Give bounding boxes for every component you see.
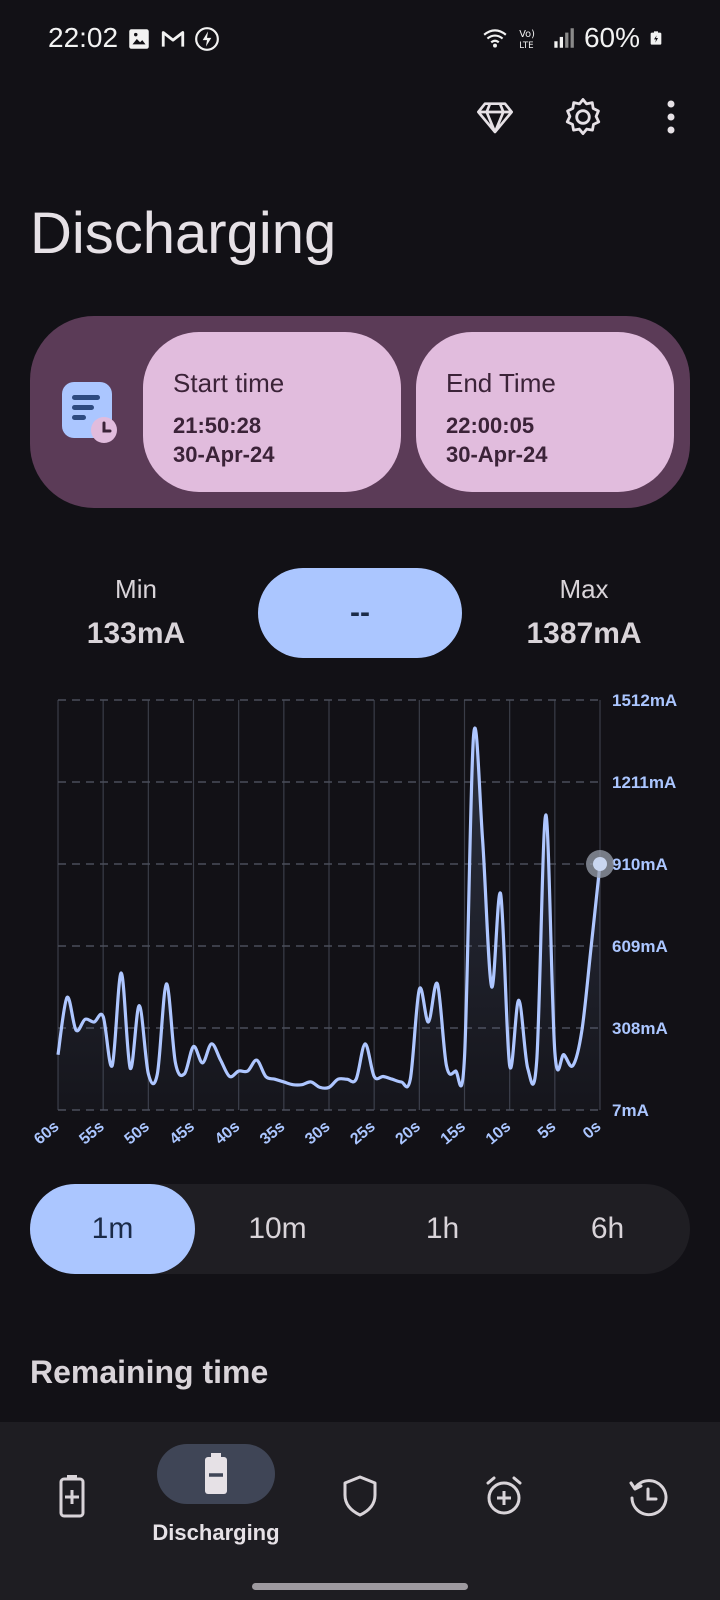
- status-time: 22:02: [48, 22, 119, 53]
- end-time-card[interactable]: End Time 22:00:05 30-Apr-24: [416, 332, 674, 492]
- y-tick-label: 308mA: [612, 1019, 668, 1038]
- x-tick-label: 40s: [212, 1118, 243, 1148]
- wifi-6-icon: [483, 29, 507, 48]
- end-time-value: 22:00:05: [446, 413, 535, 438]
- battery-percent: 60%: [583, 22, 640, 53]
- x-tick-label: 35s: [257, 1118, 288, 1148]
- max-stat: Max 1387mA: [494, 574, 674, 651]
- end-time-label: End Time: [446, 368, 556, 398]
- status-icons-right: Vo) LTE 60%: [482, 22, 664, 54]
- x-tick-label: 30s: [302, 1118, 333, 1148]
- y-tick-label: 7mA: [612, 1101, 649, 1120]
- more-options-button[interactable]: [646, 92, 696, 142]
- session-card: Start time 21:50:28 30-Apr-24 End Time 2…: [30, 316, 690, 508]
- premium-button[interactable]: [470, 92, 520, 142]
- x-tick-label: 60s: [31, 1118, 62, 1148]
- battery-icon: [650, 31, 662, 45]
- min-stat: Min 133mA: [46, 574, 226, 651]
- nav-item-discharging[interactable]: Discharging: [144, 1422, 288, 1572]
- svg-text:LTE: LTE: [519, 41, 533, 51]
- min-label: Min: [115, 574, 157, 604]
- gallery-icon: [129, 29, 149, 49]
- svg-text:Vo): Vo): [519, 29, 535, 40]
- current-value-pill: --: [258, 568, 462, 658]
- range-option-1m[interactable]: 1m: [30, 1184, 195, 1274]
- settings-button[interactable]: [558, 92, 608, 142]
- remaining-time-title: Remaining time: [30, 1354, 269, 1390]
- home-indicator[interactable]: [252, 1583, 468, 1590]
- nav-item-history[interactable]: [576, 1422, 720, 1572]
- battery-charging-icon: [59, 1475, 85, 1518]
- more-vert-icon: [667, 100, 675, 134]
- start-time-label: Start time: [173, 368, 285, 398]
- session-log-icon: [62, 382, 117, 443]
- premium-diamond-icon: [477, 102, 513, 134]
- range-option-10m[interactable]: 10m: [248, 1212, 307, 1245]
- nav-item-health[interactable]: [288, 1422, 432, 1572]
- x-tick-label: 50s: [122, 1118, 153, 1148]
- x-tick-label: 10s: [483, 1118, 514, 1148]
- nav-item-alarm[interactable]: [432, 1422, 576, 1572]
- series-line: [56, 726, 602, 1090]
- min-value: 133mA: [86, 617, 186, 650]
- end-date-value: 30-Apr-24: [446, 442, 548, 467]
- volte-icon: Vo)LTE: [519, 29, 535, 51]
- x-tick-label: 55s: [76, 1118, 107, 1148]
- x-tick-label: 0s: [580, 1118, 605, 1143]
- nav-label-discharging: Discharging: [152, 1520, 280, 1545]
- gmail-icon: [161, 31, 185, 47]
- time-range-selector: 1m 10m 1h 6h: [30, 1184, 690, 1274]
- alarm-add-icon: [486, 1476, 522, 1515]
- series-area: [58, 728, 600, 1110]
- status-bar: 22:02 Vo) LTE 60%: [0, 0, 720, 80]
- x-tick-label: 45s: [167, 1118, 198, 1148]
- max-value: 1387mA: [526, 617, 642, 650]
- start-time-card[interactable]: Start time 21:50:28 30-Apr-24: [143, 332, 401, 492]
- range-option-1h[interactable]: 1h: [425, 1212, 460, 1245]
- x-tick-label: 15s: [438, 1118, 469, 1148]
- x-tick-label: 5s: [535, 1118, 560, 1143]
- start-time-value: 21:50:28: [173, 413, 262, 438]
- current-chart[interactable]: 1512mA 1211mA 910mA 609mA 308mA 7mA 60s 55s 50s 4…: [0, 680, 720, 1160]
- y-tick-label: 1512mA: [612, 691, 677, 710]
- y-tick-label: 609mA: [612, 937, 668, 956]
- y-tick-label: 910mA: [612, 855, 668, 874]
- top-actions: [470, 92, 696, 142]
- battery-discharging-icon: [205, 1453, 227, 1494]
- y-tick-label: 1211mA: [612, 773, 676, 792]
- range-option-6h[interactable]: 6h: [590, 1212, 625, 1245]
- start-date-value: 30-Apr-24: [173, 442, 275, 467]
- bottom-navigation: Discharging: [0, 1422, 720, 1600]
- x-tick-label: 20s: [393, 1118, 424, 1148]
- shield-icon: [343, 1475, 377, 1517]
- current-marker: [593, 857, 607, 871]
- page-title: Discharging: [30, 201, 337, 266]
- settings-gear-icon: [565, 98, 601, 136]
- x-tick-label: 25s: [347, 1118, 378, 1148]
- nav-item-charging[interactable]: [0, 1422, 144, 1572]
- charging-bolt-icon: [195, 27, 219, 51]
- status-icons-left: [126, 26, 220, 52]
- max-label: Max: [559, 574, 609, 604]
- signal-icon: [554, 28, 574, 48]
- history-icon: [629, 1479, 668, 1517]
